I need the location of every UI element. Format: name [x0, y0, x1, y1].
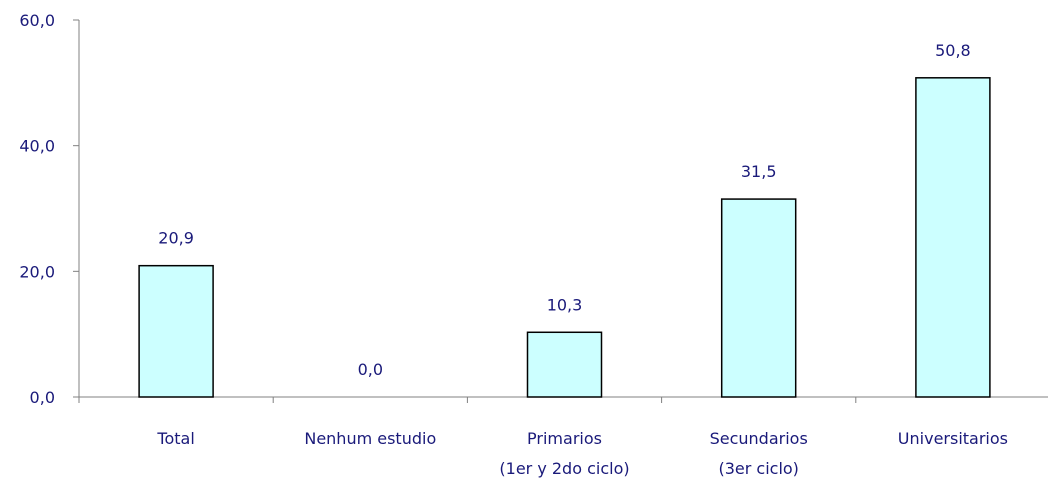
bar	[720, 198, 797, 398]
x-category-label: (1er y 2do ciclo)	[499, 459, 629, 478]
x-category-label: Primarios	[527, 429, 602, 448]
data-label: 0,0	[358, 360, 383, 379]
data-label: 50,8	[935, 41, 971, 60]
data-label: 10,3	[547, 295, 583, 314]
bar	[526, 331, 603, 398]
y-tick-label: 60,0	[19, 11, 55, 30]
bar	[915, 77, 991, 398]
x-category-label: Nenhum estudio	[304, 429, 436, 448]
x-category-label: Secundarios	[710, 429, 808, 448]
x-category-label: Total	[156, 429, 194, 448]
chart-labels: 20,9 Total 0,0 Nenhum estudio 10,3 Primarios (…	[156, 41, 1008, 478]
chart-bars	[138, 77, 991, 398]
bar	[138, 264, 214, 398]
y-tick-label: 40,0	[19, 137, 55, 156]
data-label: 31,5	[741, 162, 777, 181]
x-category-label: Universitarios	[898, 429, 1008, 448]
y-tick-label: 0,0	[30, 388, 55, 407]
x-category-label: (3er ciclo)	[718, 459, 798, 478]
data-label: 20,9	[158, 229, 194, 248]
chart-axes: 0,0 20,0 40,0 60,0	[19, 11, 1048, 407]
y-tick-label: 20,0	[19, 262, 55, 281]
